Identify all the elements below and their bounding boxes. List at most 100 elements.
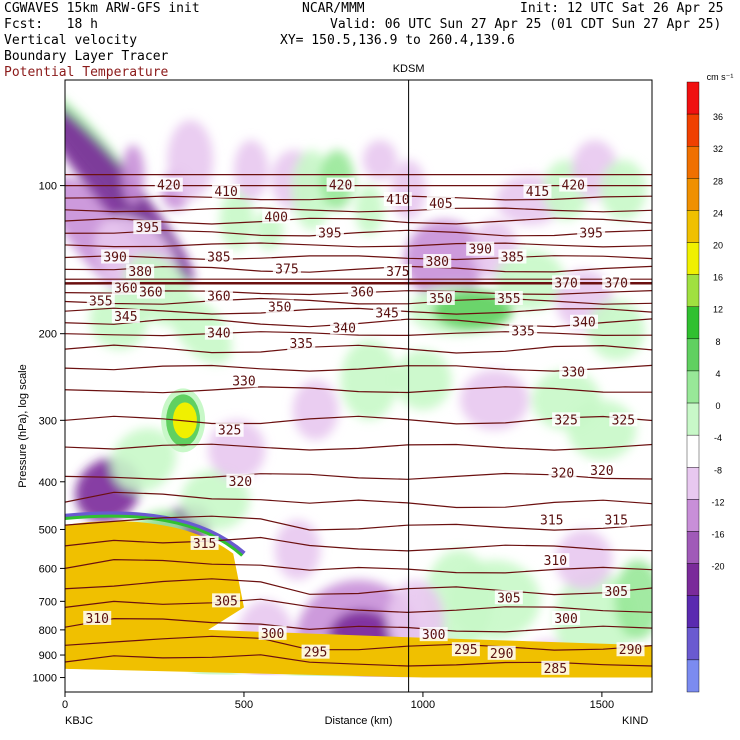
header-line2-left: Fcst: 18 h — [4, 17, 98, 32]
theta-label-bg — [326, 177, 355, 192]
theta-label-bg — [466, 241, 495, 256]
theta-label: 360 — [139, 286, 162, 301]
velocity-blob — [614, 560, 652, 640]
theta-label: 300 — [554, 612, 577, 627]
velocity-blob — [394, 350, 452, 410]
theta-label-bg — [204, 288, 233, 303]
y-tick-label: 300 — [39, 415, 57, 427]
theta-label: 345 — [375, 307, 398, 322]
x-tick-label: 500 — [235, 699, 253, 711]
colorbar-label: -4 — [714, 433, 722, 443]
theta-label-bg — [559, 177, 588, 192]
theta-label-bg — [229, 373, 258, 388]
theta-label-bg — [272, 261, 301, 276]
theta-label: 420 — [157, 179, 180, 194]
theta-label-bg — [552, 412, 581, 427]
theta-label: 325 — [218, 424, 241, 439]
theta-label-bg — [226, 473, 255, 488]
colorbar-label: 28 — [713, 176, 723, 186]
theta-label: 315 — [540, 514, 563, 529]
header-line3-left: Vertical velocity — [4, 33, 138, 48]
theta-label-bg — [111, 309, 140, 324]
theta-label: 300 — [422, 628, 445, 643]
theta-label: 355 — [89, 294, 112, 309]
colorbar-swatch — [686, 81, 700, 115]
theta-contour — [65, 578, 652, 596]
theta-contour — [65, 307, 652, 315]
colorbar-swatch — [686, 659, 700, 693]
theta-label-bg — [548, 465, 577, 480]
theta-label: 420 — [329, 179, 352, 194]
header-line2-right: Valid: 06 UTC Sun 27 Apr 25 (01 CDT Sun … — [330, 17, 722, 32]
y-tick-label: 200 — [39, 329, 57, 341]
colorbar-swatch — [686, 467, 700, 500]
theta-contour — [65, 195, 652, 201]
theta-label-bg — [541, 660, 570, 675]
theta-label: 405 — [429, 197, 452, 212]
station-label-left: KBJC — [65, 715, 93, 727]
theta-label-bg — [552, 275, 581, 290]
theta-label: 355 — [497, 292, 520, 307]
theta-label-bg — [287, 336, 316, 351]
colorbar-swatch — [686, 146, 700, 179]
theta-label: 295 — [454, 643, 477, 658]
colorbar-swatch — [686, 113, 700, 147]
velocity-blob — [354, 185, 384, 235]
theta-label: 410 — [214, 185, 237, 200]
header-line1-right: Init: 12 UTC Sat 26 Apr 25 — [520, 1, 724, 16]
theta-contour — [65, 515, 652, 531]
theta-label-bg — [258, 625, 287, 640]
y-tick-label: 900 — [39, 650, 57, 662]
terrain — [65, 668, 652, 692]
theta-contour — [65, 491, 652, 509]
theta-label: 380 — [426, 255, 449, 270]
theta-label-bg — [426, 290, 455, 305]
x-axis-label: Distance (km) — [325, 715, 393, 727]
theta-label-bg — [204, 325, 233, 340]
y-tick-label: 700 — [39, 596, 57, 608]
theta-label: 415 — [526, 185, 549, 200]
theta-label: 360 — [350, 286, 373, 301]
theta-label-bg — [204, 249, 233, 264]
colorbar-swatch — [686, 338, 700, 372]
theta-label: 310 — [85, 612, 108, 627]
theta-label: 330 — [232, 374, 255, 389]
theta-contour — [65, 443, 652, 451]
colorbar-swatch — [686, 178, 700, 211]
station-label-right: KIND — [622, 715, 648, 727]
theta-label-bg — [602, 512, 631, 527]
theta-label: 320 — [590, 464, 613, 479]
theta-label-bg — [537, 512, 566, 527]
colorbar-label: 8 — [715, 337, 720, 347]
theta-contour — [65, 265, 652, 273]
header-line5-left: Potential Temperature — [4, 65, 169, 80]
theta-label-bg — [212, 593, 241, 608]
theta-label: 360 — [207, 289, 230, 304]
colorbar-swatch — [686, 274, 700, 307]
colorbar-label: 32 — [713, 144, 723, 154]
theta-contour — [65, 229, 652, 237]
theta-label: 375 — [275, 262, 298, 277]
velocity-blob — [362, 140, 398, 180]
y-tick-label: 1000 — [33, 673, 57, 685]
theta-label: 320 — [229, 475, 252, 490]
theta-label: 350 — [429, 292, 452, 307]
colorbar-label: 36 — [713, 112, 723, 122]
colorbar-swatch — [686, 402, 700, 436]
colorbar-swatch — [686, 306, 700, 340]
theta-contour — [65, 635, 652, 651]
theta-label: 380 — [128, 265, 151, 280]
theta-label-bg — [265, 299, 294, 314]
theta-label-bg — [523, 183, 552, 198]
theta-label-bg — [212, 183, 241, 198]
velocity-blob — [292, 380, 339, 440]
theta-label-bg — [616, 642, 645, 657]
theta-label: 320 — [551, 467, 574, 482]
theta-label: 410 — [386, 193, 409, 208]
theta-label-bg — [609, 412, 638, 427]
colorbar-swatch — [686, 627, 700, 661]
theta-label-bg — [383, 192, 412, 207]
theta-label: 325 — [554, 413, 577, 428]
theta-label: 395 — [318, 226, 341, 241]
